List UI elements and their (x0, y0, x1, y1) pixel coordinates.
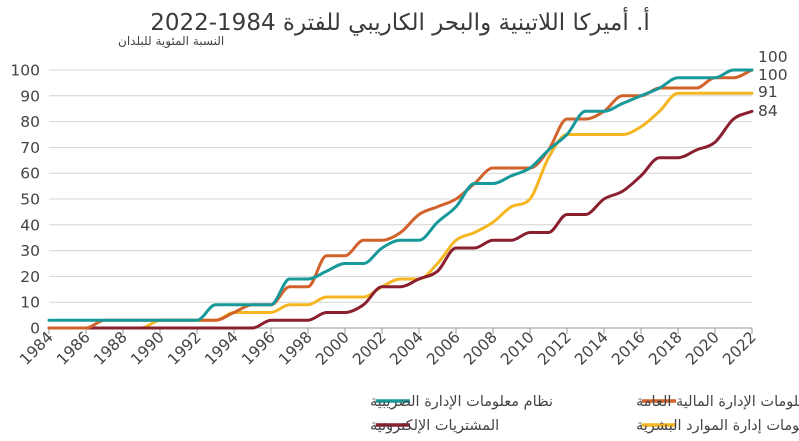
x-tick-label: 2002 (349, 328, 390, 369)
y-tick-label: 30 (20, 242, 40, 260)
x-tick-label: 2004 (386, 328, 427, 369)
x-tick-label: 1996 (238, 328, 279, 369)
x-tick-label: 1992 (164, 328, 205, 369)
x-tick-label: 2022 (719, 328, 760, 369)
chart-title: أ. أميركا اللاتينية والبحر الكاريبي للفت… (150, 7, 650, 36)
x-tick-label: 2018 (645, 328, 686, 369)
y-tick-labels: 0 10 20 30 40 50 60 70 80 90 100 (10, 62, 40, 338)
y-tick-label: 20 (20, 268, 40, 286)
legend-label: المشتريات الإلكترونية (370, 418, 499, 434)
y-tick-label: 60 (20, 165, 40, 183)
x-tick-label: 1998 (275, 328, 316, 369)
legend-label: نظام معلومات الإدارة المالية العامة (636, 394, 799, 410)
y-tick-label: 40 (20, 216, 40, 234)
legend-label: نظام معلومات إدارة الموارد البشرية (636, 418, 799, 434)
x-tick-label: 1986 (53, 328, 94, 369)
series-line (47, 109, 754, 330)
y-tick-label: 90 (20, 87, 40, 105)
end-label: 100 (758, 48, 788, 66)
end-label: 100 (758, 66, 788, 84)
x-tick-label: 2020 (682, 328, 723, 369)
y-tick-label: 50 (20, 191, 40, 209)
x-tick-label: 2000 (312, 328, 353, 369)
end-label: 84 (758, 102, 778, 120)
gridlines (49, 69, 752, 329)
x-tick-label: 2006 (423, 328, 464, 369)
y-tick-label: 80 (20, 113, 40, 131)
x-tick-label: 2014 (571, 328, 612, 369)
x-tick-labels: 1984198619881990199219941996199820002002… (16, 328, 760, 369)
y-tick-label: 70 (20, 139, 40, 157)
y-axis-label: النسبة المئوية للبلدان (118, 34, 224, 49)
legend: نظام معلومات الإدارة الضريبية نظام معلوما… (370, 394, 799, 434)
y-tick-label: 10 (20, 294, 40, 312)
x-tick-label: 1988 (90, 328, 131, 369)
x-tick-label: 2012 (534, 328, 575, 369)
x-tick-label: 2008 (460, 328, 501, 369)
x-tick-label: 1994 (201, 328, 242, 369)
y-tick-label: 100 (10, 62, 40, 80)
legend-label: نظام معلومات الإدارة الضريبية (370, 394, 553, 410)
y-tick-label: 0 (30, 320, 40, 338)
x-tick-label: 1990 (127, 328, 168, 369)
series-line (47, 68, 754, 322)
series-lines (47, 68, 754, 330)
x-tick-label: 2016 (608, 328, 649, 369)
x-tick-label: 2010 (497, 328, 538, 369)
end-label: 91 (758, 83, 778, 101)
series-line (47, 91, 754, 330)
